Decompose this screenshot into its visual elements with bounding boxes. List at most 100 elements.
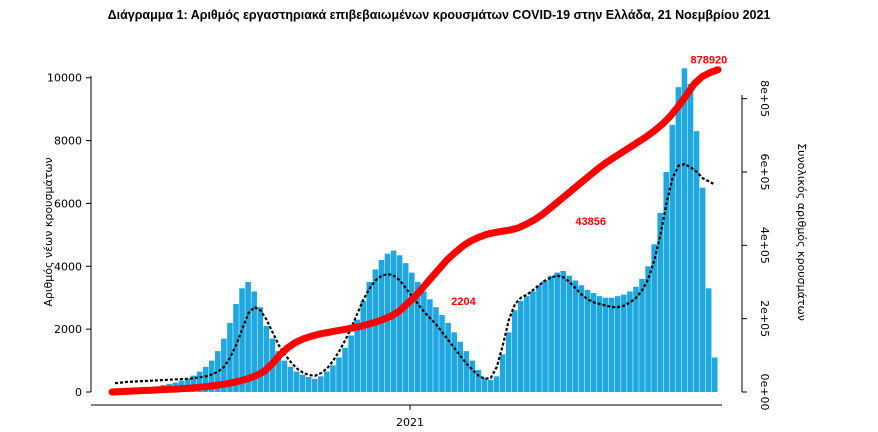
bar <box>439 315 445 392</box>
bar <box>536 285 542 392</box>
bar <box>263 326 270 392</box>
bar <box>251 291 257 392</box>
bar <box>669 124 676 393</box>
annotations-group: 2204 43856 878920 <box>451 55 727 309</box>
bar <box>705 288 712 392</box>
bar <box>336 357 342 392</box>
bar <box>663 172 670 392</box>
left-tick-label: 6000 <box>54 197 82 210</box>
bar <box>693 131 700 392</box>
bar <box>342 348 348 392</box>
bar <box>621 294 627 392</box>
bars-group <box>112 68 718 393</box>
bar <box>281 360 288 392</box>
bar <box>530 291 536 392</box>
left-tick-label: 4000 <box>54 260 82 273</box>
bar <box>481 377 488 392</box>
bar <box>584 289 591 392</box>
bar <box>451 332 457 392</box>
bar <box>499 354 506 392</box>
bar <box>202 366 209 392</box>
bar <box>524 296 530 392</box>
bar <box>699 187 706 392</box>
bar <box>384 253 391 392</box>
bar <box>657 212 663 392</box>
bar <box>554 272 560 392</box>
bar <box>354 319 360 392</box>
cumulative-annotation: 43856 <box>575 216 606 228</box>
bar <box>227 322 233 392</box>
cumulative-group <box>108 66 722 396</box>
x-tick-label: 2021 <box>396 416 424 429</box>
bar <box>245 282 251 392</box>
bar <box>330 365 336 392</box>
bar <box>402 263 409 392</box>
bar <box>463 351 470 392</box>
bar <box>196 371 203 392</box>
bar <box>457 341 463 392</box>
bar <box>433 307 439 392</box>
bar <box>324 371 330 392</box>
bar <box>602 297 609 392</box>
bar <box>566 275 573 392</box>
bar <box>372 269 379 392</box>
moving-average-group <box>114 162 716 385</box>
right-tick-label: 4e+05 <box>758 227 771 264</box>
bar <box>475 370 482 392</box>
bar <box>596 296 603 392</box>
right-y-ticks: 0e+00 2e+05 4e+05 6e+05 8e+05 <box>742 80 771 410</box>
x-ticks: 2021 <box>396 405 424 429</box>
bar <box>233 304 239 392</box>
bar <box>511 310 518 392</box>
right-tick-label: 2e+05 <box>758 300 771 337</box>
bar <box>408 272 415 392</box>
bar <box>560 271 567 392</box>
left-tick-label: 0 <box>75 386 82 399</box>
bar <box>633 286 639 392</box>
bar <box>378 260 385 392</box>
cumulative-annotation: 878920 <box>691 55 728 67</box>
bar <box>215 351 221 392</box>
bar <box>651 244 657 392</box>
bar <box>293 371 300 392</box>
bar <box>305 376 312 392</box>
bar <box>427 299 433 392</box>
bar <box>711 357 718 392</box>
right-tick-label: 6e+05 <box>758 154 771 191</box>
bar <box>687 84 694 392</box>
bar <box>415 282 421 392</box>
bar <box>366 282 373 392</box>
bar <box>548 275 554 392</box>
bar <box>287 366 294 392</box>
bar <box>190 375 197 392</box>
bar <box>645 266 651 392</box>
bar <box>445 322 451 392</box>
bar <box>487 380 494 392</box>
bar <box>681 68 688 392</box>
bar <box>390 250 397 392</box>
bar <box>639 278 645 392</box>
cumulative-line <box>108 66 722 396</box>
bar <box>590 293 597 392</box>
left-y-ticks: 0 2000 4000 6000 8000 10000 <box>47 72 91 399</box>
bar <box>675 87 682 392</box>
bar <box>221 338 227 392</box>
bar <box>493 376 500 392</box>
bar <box>578 285 585 392</box>
moving-average-line <box>114 162 716 385</box>
bar <box>299 374 306 392</box>
bar <box>614 296 621 392</box>
y-axis-label-right: Συνολικός αριθμός κρουσμάτων <box>795 143 808 321</box>
bar <box>505 332 512 392</box>
right-tick-label: 8e+05 <box>758 80 771 117</box>
bar <box>469 360 476 392</box>
bar <box>518 300 524 392</box>
bar <box>627 291 633 392</box>
bar <box>360 300 367 392</box>
bar <box>208 360 215 392</box>
bar <box>275 351 282 392</box>
bar <box>542 280 548 392</box>
bar <box>396 255 403 392</box>
bar <box>311 378 318 392</box>
